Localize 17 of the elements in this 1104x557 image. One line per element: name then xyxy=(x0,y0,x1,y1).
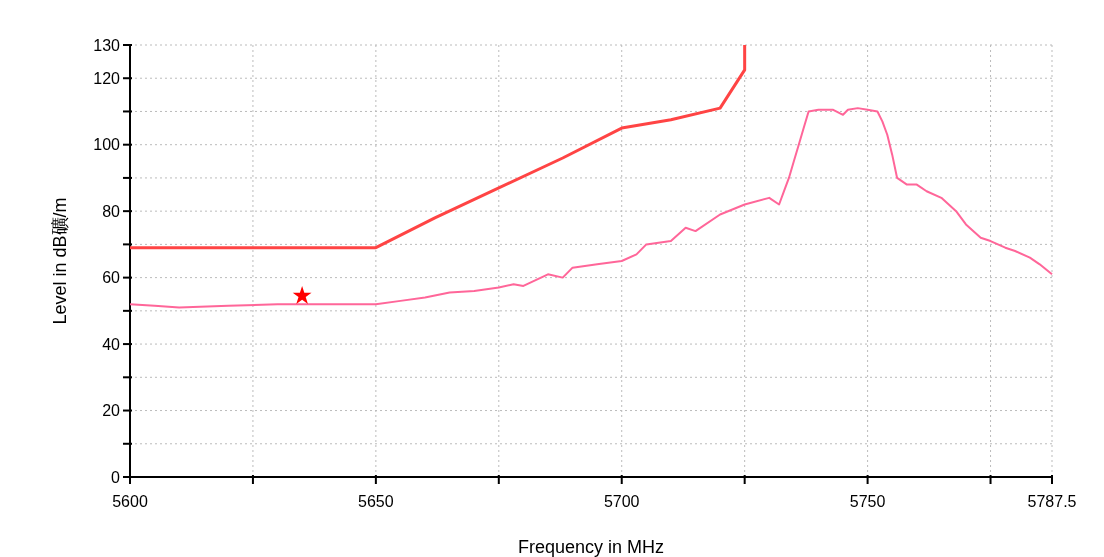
x-tick-label: 5700 xyxy=(603,493,640,510)
x-tick-label: 5787.5 xyxy=(1027,493,1077,510)
x-axis-title: Frequency in MHz xyxy=(517,537,665,557)
x-tick-label: 5600 xyxy=(112,493,148,510)
line-series xyxy=(129,107,1053,309)
y-tick-label: 130 xyxy=(93,36,121,54)
y-axis-title: Level in dB礦/m xyxy=(50,197,70,325)
y-tick-label: 40 xyxy=(102,335,121,353)
x-tick-label: 5650 xyxy=(358,493,394,510)
y-tick-label: 80 xyxy=(102,202,121,220)
y-tick-label: 20 xyxy=(102,402,121,420)
y-tick-label: 100 xyxy=(93,136,121,154)
y-tick-label: 60 xyxy=(102,269,121,287)
y-tick-label: 0 xyxy=(111,468,121,486)
x-tick-label: 5750 xyxy=(849,493,886,510)
y-tick-label: 120 xyxy=(93,69,121,87)
line-series xyxy=(128,43,747,250)
